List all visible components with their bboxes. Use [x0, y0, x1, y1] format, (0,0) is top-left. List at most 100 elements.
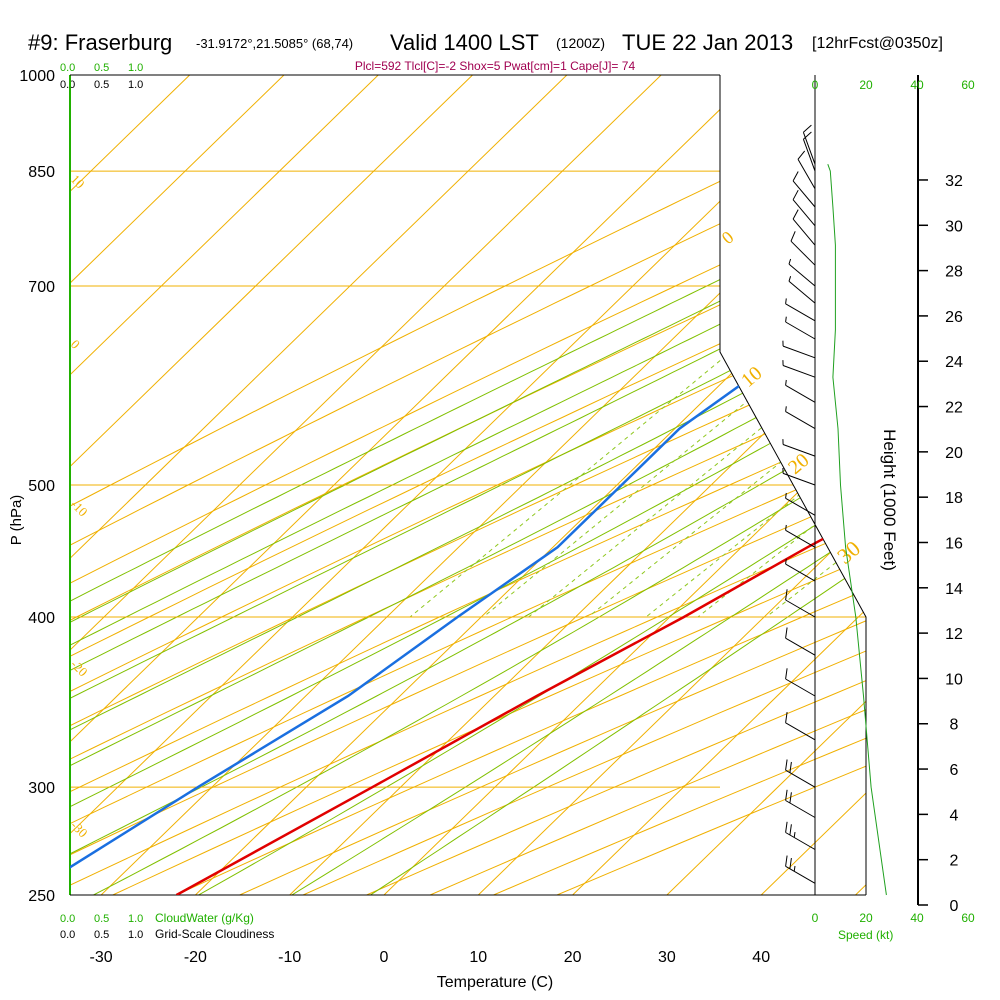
mixing-ratio-line — [409, 75, 866, 618]
wind-barb — [785, 855, 816, 884]
header-forecast: [12hrFcst@0350z] — [812, 35, 943, 52]
height-tick-label: 0 — [950, 898, 959, 915]
cw-tick: 0.0 — [60, 913, 75, 925]
isotherm-line — [855, 75, 866, 895]
cloud-tick: 1.0 — [128, 929, 143, 941]
wind-barb — [782, 467, 816, 486]
diagram-frame — [69, 74, 867, 896]
speed-tick-label-bottom: 0 — [812, 911, 819, 925]
wind-barb — [792, 189, 816, 227]
dry-adiabat-line — [70, 75, 866, 895]
wind-barb — [785, 298, 816, 322]
speed-tick-label-top: 40 — [910, 78, 924, 92]
height-tick-label: 8 — [950, 717, 959, 734]
dry-adiabat-line — [70, 75, 866, 895]
temperature-tick-label: 30 — [658, 949, 676, 966]
speed-tick-label-top: 60 — [961, 78, 975, 92]
dry-adiabat-line — [239, 75, 866, 895]
cloudwater-label: CloudWater (g/Kg) — [155, 911, 254, 925]
pressure-tick-label: 250 — [28, 888, 55, 905]
temperature-tick-label: 0 — [380, 949, 389, 966]
dry-adiabat-line — [112, 75, 866, 895]
cloud-bottom-ticks: 0.0 0.5 1.0 CloudWater (g/Kg) 0.0 0.5 1.… — [60, 911, 274, 941]
dry-adiabat-line — [70, 75, 866, 895]
cw-tick: 0.5 — [94, 62, 109, 74]
speed-tick-label-bottom: 20 — [859, 911, 873, 925]
temperature-tick-label: 20 — [564, 949, 582, 966]
mixing-ratio-line — [483, 75, 866, 618]
cloud-top-ticks: 0.0 0.5 1.0 0.0 0.5 1.0 — [60, 62, 143, 91]
isotherm-line — [666, 75, 866, 895]
cw-tick: 0.0 — [60, 62, 75, 74]
temperature-line — [175, 162, 866, 895]
wind-barb — [792, 209, 816, 246]
cloud-tick: 0.5 — [94, 79, 109, 91]
wind-barb — [785, 821, 816, 850]
wind-barb — [785, 759, 816, 788]
height-tick-label: 10 — [945, 671, 963, 688]
wind-barb — [785, 492, 816, 516]
moist-adiabat-line — [93, 75, 866, 895]
wind-barb — [792, 171, 816, 208]
moist-adiabat-line — [70, 75, 866, 895]
moist-adiabat-line — [370, 75, 866, 895]
y-axis-title: P (hPa) — [8, 495, 25, 546]
moist-adiabat-line — [198, 75, 866, 895]
cloudiness-label: Grid-Scale Cloudiness — [155, 927, 274, 941]
height-tick-label: 24 — [945, 354, 963, 371]
dry-adiabat-line — [70, 75, 866, 895]
wind-barb — [782, 340, 816, 359]
cloud-tick: 0.0 — [60, 79, 75, 91]
moist-adiabat-line — [70, 75, 866, 895]
cw-tick: 1.0 — [128, 62, 143, 74]
wind-barb — [797, 150, 816, 190]
wind-barb — [785, 712, 816, 741]
indices-line: Plcl=592 Tlcl[C]=-2 Shox=5 Pwat[cm]=1 Ca… — [355, 59, 636, 73]
height-tick-label: 28 — [945, 264, 963, 281]
height-tick-label: 6 — [950, 762, 959, 779]
wind-barb — [785, 316, 816, 340]
pressure-tick-label: 400 — [28, 610, 55, 627]
cloud-tick: 1.0 — [128, 79, 143, 91]
moist-adiabat-line — [70, 75, 866, 895]
height-tick-label: 26 — [945, 309, 963, 326]
pressure-tick-label: 850 — [28, 164, 55, 181]
speed-tick-label-top: 0 — [812, 78, 819, 92]
header-coords: -31.9172°,21.5085° (68,74) — [196, 36, 353, 51]
pressure-tick-label: 1000 — [19, 68, 55, 85]
moist-adiabat-line — [70, 75, 866, 895]
dry-adiabat-line — [70, 75, 866, 895]
dewpoint-line — [70, 163, 866, 895]
wind-barb — [782, 360, 816, 378]
cw-tick: 0.5 — [94, 913, 109, 925]
speed-tick-label-top: 20 — [859, 78, 873, 92]
wind-barb — [785, 558, 816, 582]
height-tick-label: 16 — [945, 535, 963, 552]
cloud-tick: 0.5 — [94, 929, 109, 941]
isotherm-label: -10 — [68, 497, 91, 520]
wind-speed-line — [827, 164, 887, 896]
moist-adiabat-line — [70, 75, 866, 895]
pressure-tick-label: 300 — [28, 780, 55, 797]
isotherm-line — [572, 75, 866, 895]
mixing-ratio-line — [587, 75, 866, 618]
wind-barb — [790, 231, 816, 266]
background-lines — [70, 75, 866, 895]
dry-adiabat-line — [70, 75, 866, 895]
wind-barb — [785, 406, 816, 430]
isotherm-label: -20 — [68, 657, 91, 680]
height-tick-label: 2 — [950, 853, 959, 870]
theta-label: 10 — [737, 362, 766, 392]
mixing-ratio-line — [697, 75, 866, 618]
temperature-tick-label: 40 — [752, 949, 770, 966]
isotherm-label: -30 — [68, 818, 91, 841]
wind-barb — [785, 379, 816, 403]
speed-tick-label-bottom: 40 — [910, 911, 924, 925]
wind-barb — [785, 589, 816, 618]
dry-adiabat-line — [70, 75, 866, 895]
temperature-tick-label: 10 — [469, 949, 487, 966]
header-zulu: (1200Z) — [556, 35, 605, 51]
isotherm-line — [477, 75, 866, 895]
height-tick-label: 4 — [950, 807, 959, 824]
